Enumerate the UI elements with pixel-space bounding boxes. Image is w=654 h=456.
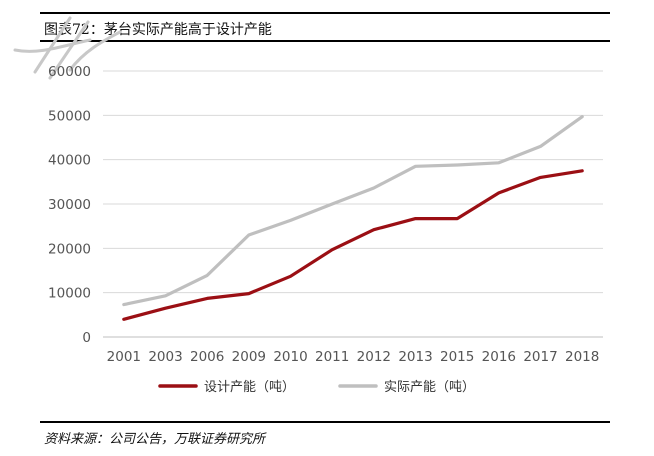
title-bar: 图表72：茅台实际产能高于设计产能 bbox=[40, 12, 610, 42]
legend-label: 实际产能（吨） bbox=[384, 380, 475, 395]
x-tick-label: 2017 bbox=[523, 349, 557, 365]
x-tick-label: 2003 bbox=[148, 349, 182, 365]
x-tick-label: 2011 bbox=[315, 349, 349, 365]
source-note: 资料来源：公司公告，万联证券研究所 bbox=[44, 432, 266, 447]
series-line-0 bbox=[122, 169, 584, 321]
x-tick-label: 2001 bbox=[107, 349, 141, 365]
y-tick-label: 0 bbox=[82, 330, 91, 346]
watermark-stamp bbox=[13, 16, 122, 80]
legend: 设计产能（吨） 实际产能（吨） bbox=[158, 380, 475, 395]
y-tick-label: 60000 bbox=[48, 64, 91, 80]
x-tick-label: 2016 bbox=[482, 349, 516, 365]
x-tick-label: 2012 bbox=[357, 349, 391, 365]
x-tick-label: 2009 bbox=[232, 349, 266, 365]
source-divider bbox=[40, 421, 610, 423]
x-tick-label: 2015 bbox=[440, 349, 474, 365]
series-line-1 bbox=[122, 115, 584, 307]
x-tick-label: 2018 bbox=[565, 349, 599, 365]
grid-lines bbox=[103, 70, 603, 294]
y-tick-label: 40000 bbox=[48, 153, 91, 169]
y-tick-label: 30000 bbox=[48, 197, 91, 213]
chart-title: 图表72：茅台实际产能高于设计产能 bbox=[44, 22, 272, 38]
y-tick-label: 20000 bbox=[48, 241, 91, 257]
x-tick-label: 2010 bbox=[273, 349, 307, 365]
series-lines bbox=[122, 115, 584, 321]
x-tick-label: 2013 bbox=[398, 349, 432, 365]
x-tick-label: 2006 bbox=[190, 349, 224, 365]
y-tick-label: 50000 bbox=[48, 108, 91, 124]
legend-label: 设计产能（吨） bbox=[204, 380, 295, 395]
y-tick-label: 10000 bbox=[48, 286, 91, 302]
axes: 0 10000 20000 30000 40000 50000 60000 2001 2003 2… bbox=[48, 64, 603, 365]
